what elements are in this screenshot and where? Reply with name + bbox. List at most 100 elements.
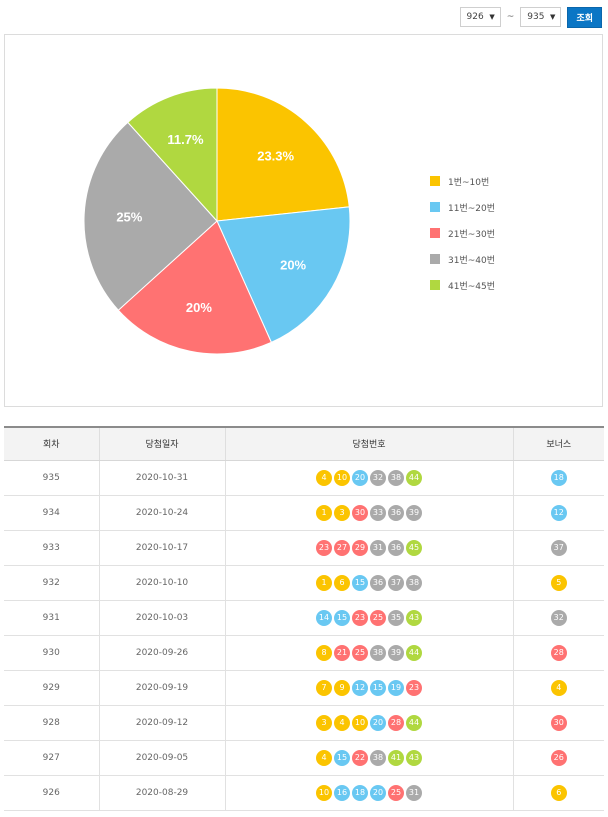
to-round-select[interactable]: 935 ▼ [520,7,562,27]
numbers-cell: 7 9 12 15 19 23 [224,670,513,706]
number-ball: 33 [370,504,386,521]
table-row: 935 2020-10-31 4 10 20 32 38 44 18 [4,460,604,496]
number-ball: 6 [334,574,350,591]
round-range-toolbar: 926 ▼ ~ 935 ▼ 조회 [459,6,602,28]
table-row: 933 2020-10-17 23 27 29 31 36 45 37 [4,530,604,566]
numbers-cell: 4 10 20 32 38 44 [224,460,513,496]
legend-swatch-5 [430,280,440,290]
number-ball: 21 [334,644,350,661]
round-cell: 926 [4,775,99,811]
table-row: 930 2020-09-26 8 21 25 38 39 44 28 [4,635,604,671]
slice-label-4: 25% [116,210,142,225]
legend-swatch-4 [430,254,440,264]
to-round-value: 935 [527,12,545,22]
bonus-cell: 4 [512,670,604,706]
number-ball: 39 [406,504,422,521]
range-separator: ~ [506,12,515,22]
number-ball: 25 [388,784,404,801]
numbers-cell: 23 27 29 31 36 45 [224,530,513,566]
number-ball: 29 [352,539,368,556]
header-bonus: 보너스 [512,426,604,461]
number-ball: 32 [370,469,386,486]
bonus-cell: 26 [512,740,604,776]
number-ball: 27 [334,539,350,556]
bonus-ball: 37 [550,539,567,556]
number-ball: 4 [316,469,332,486]
number-ball: 3 [316,714,332,731]
number-ball: 44 [406,469,422,486]
date-cell: 2020-09-05 [98,740,225,776]
table-row: 932 2020-10-10 1 6 15 36 37 38 5 [4,565,604,601]
from-round-select[interactable]: 926 ▼ [459,7,501,27]
from-round-value: 926 [466,12,484,22]
number-ball: 15 [352,574,368,591]
bonus-ball: 12 [550,504,567,521]
round-cell: 932 [4,565,99,601]
number-ball: 38 [370,644,386,661]
number-ball: 41 [388,749,404,766]
legend-swatch-1 [430,176,440,186]
number-ball: 43 [406,749,422,766]
number-ball: 10 [316,784,332,801]
number-ball: 20 [352,469,368,486]
number-ball: 16 [334,784,350,801]
header-date: 당첨일자 [98,426,225,461]
number-ball: 38 [388,469,404,486]
numbers-cell: 1 3 30 33 36 39 [224,495,513,531]
number-ball: 15 [370,679,386,696]
number-ball: 37 [388,574,404,591]
chevron-down-icon: ▼ [550,13,556,21]
search-button[interactable]: 조회 [567,6,602,28]
table-row: 926 2020-08-29 10 16 18 20 25 31 6 [4,775,604,811]
number-ball: 19 [388,679,404,696]
number-ball: 22 [352,749,368,766]
number-range-pie-chart: 23.3% 20% 20% 25% 11.7% 1번~10번 11번~20번 21번~3… [4,34,603,407]
bonus-ball: 30 [550,714,567,731]
bonus-ball: 4 [550,679,567,696]
numbers-cell: 8 21 25 38 39 44 [224,635,513,671]
pie-slice-5 [127,87,218,223]
number-ball: 30 [352,504,368,521]
pie-slice-4 [83,121,218,311]
number-ball: 14 [316,609,332,626]
number-ball: 8 [316,644,332,661]
legend-item: 41번~45번 [430,272,495,298]
legend-label: 11번~20번 [448,203,496,214]
number-ball: 10 [352,714,368,731]
number-ball: 18 [352,784,368,801]
number-ball: 35 [388,609,404,626]
number-ball: 7 [316,679,332,696]
number-ball: 31 [406,784,422,801]
round-cell: 931 [4,600,99,636]
date-cell: 2020-10-03 [98,600,225,636]
winning-numbers-table: 회차 당첨일자 당첨번호 보너스 935 2020-10-31 4 10 20 32 38 4… [4,426,604,811]
legend-swatch-2 [430,202,440,212]
number-ball: 39 [388,644,404,661]
slice-label-1: 23.3% [257,149,294,164]
numbers-cell: 10 16 18 20 25 31 [224,775,513,811]
legend-item: 11번~20번 [430,194,495,220]
legend-label: 41번~45번 [448,281,496,292]
table-header-row: 회차 당첨일자 당첨번호 보너스 [4,426,604,461]
chevron-down-icon: ▼ [489,13,495,21]
legend-item: 21번~30번 [430,220,495,246]
bonus-ball: 18 [550,469,567,486]
bonus-ball: 6 [550,784,567,801]
pie-slice-3 [117,220,273,355]
number-ball: 23 [406,679,422,696]
bonus-cell: 30 [512,705,604,741]
bonus-cell: 18 [512,460,604,496]
bonus-cell: 37 [512,530,604,566]
header-numbers: 당첨번호 [224,426,513,461]
number-ball: 10 [334,469,350,486]
bonus-ball: 5 [550,574,567,591]
bonus-cell: 32 [512,600,604,636]
pie-slice-2 [216,206,351,344]
number-ball: 44 [406,644,422,661]
header-round: 회차 [4,426,99,461]
date-cell: 2020-10-24 [98,495,225,531]
round-cell: 934 [4,495,99,531]
slice-label-3: 20% [186,300,212,315]
legend-label: 31번~40번 [448,255,496,266]
date-cell: 2020-09-12 [98,705,225,741]
